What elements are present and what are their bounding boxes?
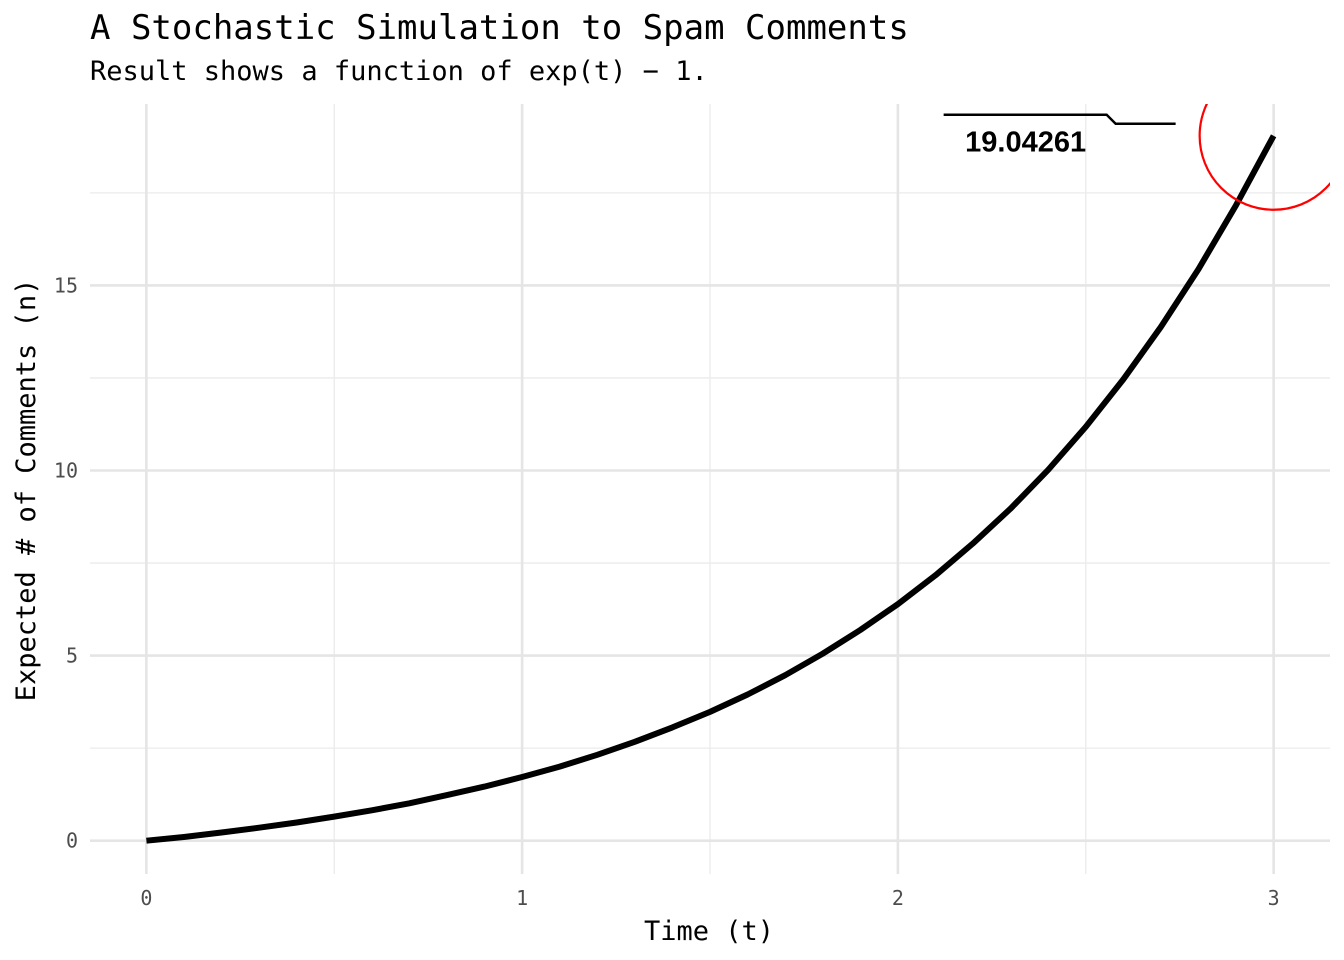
y-tick-label: 0 xyxy=(66,829,78,853)
annotation-label: 19.04261 xyxy=(965,127,1086,159)
y-tick-label: 5 xyxy=(66,644,78,668)
series-line xyxy=(146,134,1277,844)
annotation-circle xyxy=(1198,104,1330,211)
annotation: 19.04261 xyxy=(943,104,1330,211)
y-tick-label: 15 xyxy=(54,273,78,297)
x-tick-label: 1 xyxy=(516,886,528,910)
chart-subtitle: Result shows a function of exp(t) − 1. xyxy=(90,56,708,87)
annotation-connector xyxy=(943,113,1176,125)
chart-title: A Stochastic Simulation to Spam Comments xyxy=(90,8,909,48)
x-tick-label: 0 xyxy=(140,886,152,910)
x-tick-label: 2 xyxy=(892,886,904,910)
x-axis-title: Time (t) xyxy=(644,916,774,947)
axis-ticks: 0 5 10 15 0 1 2 3 xyxy=(54,273,1280,910)
y-tick-label: 10 xyxy=(54,458,78,482)
y-axis-title: Expected # of Comments (n) xyxy=(11,279,42,702)
series-layer xyxy=(146,134,1277,844)
grid xyxy=(90,104,1330,874)
x-tick-label: 3 xyxy=(1268,886,1280,910)
